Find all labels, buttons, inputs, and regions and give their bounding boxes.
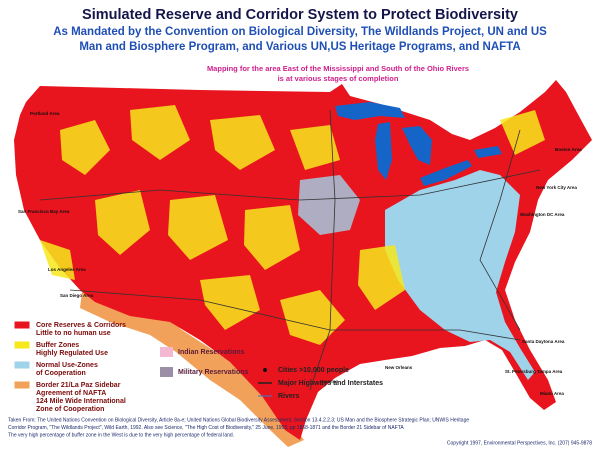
legend-label: Military Reservations	[178, 369, 249, 376]
title: Simulated Reserve and Corridor System to…	[82, 7, 518, 23]
city-label: Boston Area	[555, 147, 582, 152]
legend-label: Core Reserves & Corridors	[36, 322, 126, 329]
buffer-zones	[40, 105, 545, 345]
city-label: Los Angeles Area	[48, 267, 86, 272]
legend-swatch	[160, 347, 173, 357]
footer: Taken From: The United Nations Conventio…	[8, 417, 592, 446]
city-label: New York City Area	[536, 185, 577, 190]
legend-label: of Cooperation	[36, 370, 86, 377]
city-label: Miami Area	[540, 391, 564, 396]
note: is at various stages of completion	[278, 74, 399, 83]
legend-label: Indian Reservations	[178, 349, 245, 356]
legend-label: Rivers	[278, 393, 300, 400]
legend-label: Cities >10,000 people	[278, 367, 349, 374]
legend-label: Major Highways and Interstates	[278, 380, 383, 387]
legend-label: Little to no human use	[36, 330, 111, 337]
city-label: Washington DC Area	[520, 212, 565, 217]
legend-label: 124 Mile Wide International	[36, 398, 126, 405]
footer-text: Corridor Program, "The Wildlands Project…	[8, 425, 404, 431]
city-label: New Orleans	[385, 365, 413, 370]
legend-swatch	[13, 320, 31, 330]
great-lakes	[335, 102, 502, 186]
legend-swatch	[13, 380, 31, 390]
legend-symbol	[263, 368, 267, 372]
normal-use-zone	[385, 170, 535, 380]
legend-label: Buffer Zones	[36, 342, 79, 349]
city-label: Portland Area	[30, 111, 60, 116]
copyright: Copyright 1997, Environmental Perspectiv…	[447, 440, 592, 446]
legend-label: Border 21/La Paz Sidebar	[36, 382, 121, 389]
legend-swatch	[13, 340, 31, 350]
legend-label: Agreement of NAFTA	[36, 390, 106, 397]
subtitle: As Mandated by the Convention on Biologi…	[53, 26, 547, 38]
legend-swatch	[160, 367, 173, 377]
city-labels: Portland Area San Francisco Bay Area Los…	[18, 111, 582, 396]
legend-swatch	[13, 360, 31, 370]
subtitle: Man and Biosphere Program, and Various U…	[79, 41, 520, 53]
normal-use-zone	[298, 175, 360, 235]
city-label: Houston	[320, 379, 338, 384]
legend-label: Highly Regulated Use	[36, 350, 108, 357]
city-label: Santa Daytona Area	[522, 339, 565, 344]
legend-label: Normal Use-Zones	[36, 362, 98, 369]
city-label: St. Petersburg Tampa Area	[505, 369, 563, 374]
border-zone	[80, 292, 304, 447]
highways	[39, 109, 541, 391]
footer-text: Taken From: The United Nations Conventio…	[8, 417, 469, 423]
legend-label: Zone of Cooperation	[36, 406, 104, 413]
footer-text: The very high percentage of buffer zone …	[8, 432, 234, 438]
note: Mapping for the area East of the Mississ…	[207, 64, 469, 73]
city-label: San Diego Area	[60, 293, 94, 298]
city-label: San Francisco Bay Area	[18, 209, 70, 214]
